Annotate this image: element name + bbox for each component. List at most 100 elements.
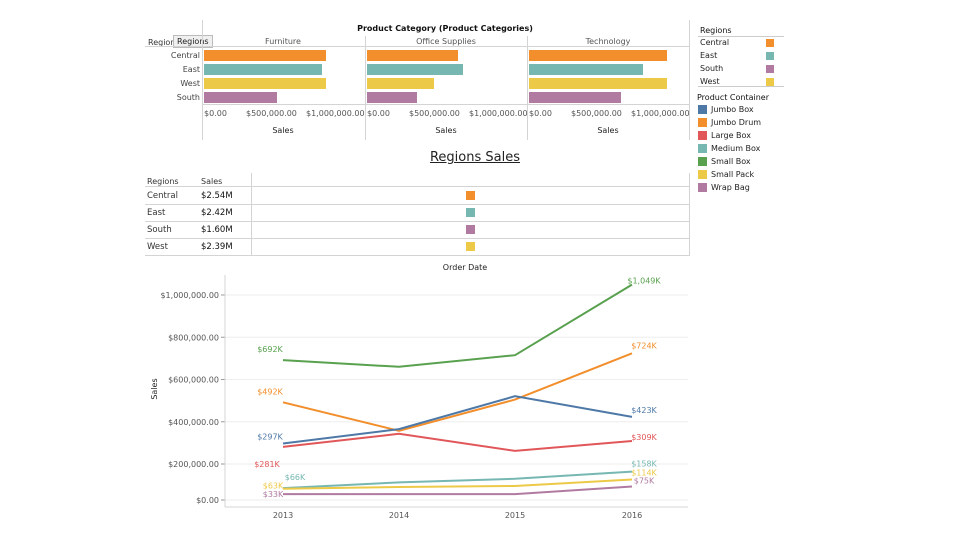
region-name: Central	[147, 191, 178, 201]
panel-separator	[689, 20, 690, 140]
bar-central	[204, 50, 326, 61]
y-tick-label: $1,000,000.00	[160, 291, 219, 300]
x-tick-label: $500,000.00	[571, 109, 622, 118]
series-line-medium-box	[282, 470, 633, 490]
x-tick-label: $1,000,000.00	[631, 109, 690, 118]
container-legend-item-small-pack[interactable]: Small Pack	[711, 170, 755, 179]
region-color-mark	[466, 225, 475, 234]
x-tick-label: $500,000.00	[409, 109, 460, 118]
regions-legend-title: Regions	[700, 26, 732, 35]
y-tick-label: $800,000.00	[168, 333, 219, 342]
x-tick-label: 2013	[273, 511, 293, 520]
x-tick-label: 2014	[389, 511, 409, 520]
series-line-jumbo-box	[282, 395, 633, 445]
region-name: West	[147, 242, 168, 252]
region-color-mark	[466, 191, 475, 200]
region-name: East	[147, 208, 166, 218]
bar-west	[204, 78, 326, 89]
regions-legend-item-east[interactable]: East	[700, 51, 718, 60]
bar-west	[529, 78, 667, 89]
panel-header-furniture: Furniture	[265, 37, 301, 46]
region-name: South	[147, 225, 172, 235]
row-divider	[145, 221, 690, 222]
series-end-label: $1,049K	[627, 277, 661, 286]
series-start-label: $297K	[257, 433, 283, 442]
series-end-label: $309K	[631, 433, 657, 442]
panel-separator	[527, 36, 528, 140]
container-legend-swatch	[698, 144, 707, 153]
region-label-west: West	[180, 79, 200, 88]
col-regions-header: Regions	[147, 177, 179, 186]
regions-legend-item-west[interactable]: West	[700, 77, 720, 86]
x-tick-label: $0.00	[529, 109, 552, 118]
table-row: East $2.42M	[145, 205, 690, 221]
line-chart-labels: $692K $1,049K $492K $724K $297K $423K $281K $30…	[254, 277, 661, 499]
legend-divider	[698, 36, 784, 37]
series-end-label: $423K	[631, 406, 657, 415]
container-legend-swatch	[698, 170, 707, 179]
region-color-mark	[466, 242, 475, 251]
regions-legend-item-central[interactable]: Central	[700, 38, 730, 47]
line-chart-grid	[225, 294, 688, 501]
x-tick-label: $0.00	[367, 109, 390, 118]
series-line-small-pack	[282, 478, 633, 490]
row-divider	[145, 204, 690, 205]
container-legend-item-medium-box[interactable]: Medium Box	[711, 144, 761, 153]
region-label-south: South	[176, 93, 200, 102]
line-chart-title: Order Date	[443, 263, 487, 272]
container-legend-item-jumbo-box[interactable]: Jumbo Box	[711, 105, 754, 114]
region-label-central: Central	[170, 51, 200, 60]
series-end-label: $158K	[631, 460, 657, 469]
bar-west	[367, 78, 434, 89]
series-line-jumbo-drum	[282, 352, 633, 432]
regions-legend-swatch	[766, 52, 774, 60]
table-column-divider	[251, 173, 252, 255]
bar-south	[204, 92, 277, 103]
y-tick-label: $0.00	[196, 496, 219, 505]
table-row: Central $2.54M	[145, 188, 690, 204]
container-legend-item-jumbo-drum[interactable]: Jumbo Drum	[711, 118, 762, 127]
container-legend-item-wrap-bag[interactable]: Wrap Bag	[711, 183, 750, 192]
bar-south	[529, 92, 621, 103]
y-tick-label: $600,000.00	[168, 376, 219, 385]
x-axis-label: Sales	[435, 126, 457, 135]
axis-divider	[202, 104, 690, 105]
legend-divider	[698, 86, 784, 87]
table-row: West $2.39M	[145, 239, 690, 255]
line-chart-axes: $0.00 $200,000.00 $400,000.00 $600,000.00 $8…	[160, 275, 688, 520]
row-divider	[145, 238, 690, 239]
container-legend-swatch	[698, 105, 707, 114]
bar-east	[367, 64, 463, 75]
x-tick-label: $1,000,000.00	[469, 109, 528, 118]
panel-separator	[202, 20, 203, 140]
panel-separator	[365, 36, 366, 140]
bar-south	[367, 92, 417, 103]
category-header-title: Product Category (Product Categories)	[357, 24, 533, 33]
x-tick-label: 2016	[622, 511, 642, 520]
series-start-label: $281K	[254, 460, 280, 469]
panel-header-office-supplies: Office Supplies	[416, 37, 476, 46]
bar-east	[529, 64, 643, 75]
x-tick-label: $0.00	[204, 109, 227, 118]
regions-row-label: Regions	[148, 38, 180, 47]
container-legend-item-large-box[interactable]: Large Box	[711, 131, 751, 140]
bar-central	[367, 50, 458, 61]
container-legend-title: Product Container	[697, 93, 770, 102]
row-divider	[145, 255, 690, 256]
y-tick-label: $400,000.00	[168, 418, 219, 427]
regions-legend-item-south[interactable]: South	[700, 64, 724, 73]
container-legend-swatch	[698, 131, 707, 140]
region-sales-value: $1.60M	[201, 225, 233, 235]
series-start-label: $33K	[263, 490, 284, 499]
regions-legend-swatch	[766, 78, 774, 86]
table-row: South $1.60M	[145, 222, 690, 238]
series-line-large-box	[282, 432, 633, 452]
panel-header-technology: Technology	[585, 37, 631, 46]
region-sales-value: $2.54M	[201, 191, 233, 201]
region-color-mark	[466, 208, 475, 217]
line-chart-series	[282, 283, 633, 496]
series-start-label: $692K	[257, 345, 283, 354]
x-tick-label: $1,000,000.00	[306, 109, 365, 118]
bar-central	[529, 50, 667, 61]
container-legend-item-small-box[interactable]: Small Box	[711, 157, 751, 166]
